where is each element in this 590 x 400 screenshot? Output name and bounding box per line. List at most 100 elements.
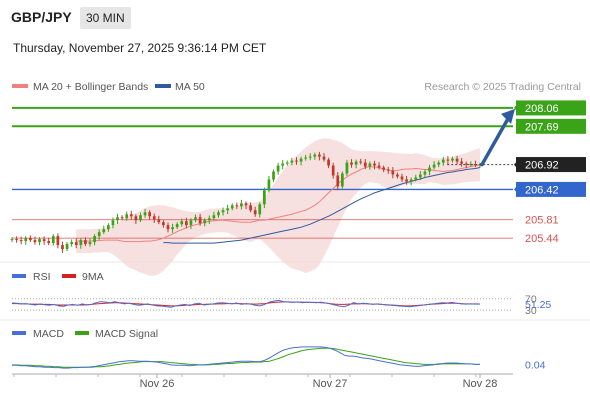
- candle-body: [281, 163, 285, 166]
- candle-body: [299, 158, 303, 162]
- candle-body: [446, 159, 450, 161]
- candle-body: [285, 162, 289, 164]
- candle-body: [221, 210, 225, 213]
- candle-body: [184, 221, 188, 226]
- candle-body: [125, 214, 129, 219]
- resistance-2-tag: [516, 118, 586, 134]
- rsi-legend-label: RSI: [33, 271, 51, 283]
- ma50-legend-label: MA 50: [175, 81, 205, 93]
- macd-signal-line: [12, 347, 480, 368]
- candle-body: [460, 161, 464, 164]
- candle-body: [396, 174, 399, 177]
- timeframe-badge[interactable]: 30 MIN: [80, 7, 131, 29]
- macd-legend-label: MACD: [33, 328, 64, 340]
- candle-body: [157, 219, 161, 223]
- candle-body: [152, 216, 156, 220]
- macd-line: [12, 346, 480, 369]
- x-tick-label: Nov 26: [140, 378, 175, 390]
- candle-body: [400, 176, 404, 180]
- candle-body: [428, 167, 431, 172]
- candle-body: [295, 160, 298, 162]
- candle-body: [327, 159, 330, 166]
- candle-body: [409, 179, 413, 182]
- candle-body: [175, 224, 179, 228]
- candle-body: [207, 218, 211, 221]
- candle-body: [368, 163, 372, 167]
- resistance-1-label: 208.06: [525, 103, 559, 115]
- candle-body: [230, 205, 234, 209]
- candle-body: [418, 174, 422, 178]
- candle-body: [244, 203, 248, 206]
- x-tick-label: Nov 28: [463, 378, 498, 390]
- candle-body: [345, 162, 349, 174]
- candle-body: [240, 203, 243, 207]
- candle-body: [308, 156, 312, 158]
- forecast-arrow-head: [501, 108, 515, 124]
- rsi-value-label: 51.25: [525, 299, 551, 311]
- candle-body: [318, 154, 321, 157]
- bollinger-band: [76, 138, 480, 276]
- x-tick-label: Nov 27: [313, 378, 348, 390]
- rsi-line: [11, 299, 480, 308]
- rsi-30-label: 30: [525, 305, 537, 317]
- candle-body: [139, 215, 142, 221]
- candle-body: [15, 239, 18, 241]
- candle-body: [93, 236, 96, 243]
- macd-signal-legend-label: MACD Signal: [95, 328, 158, 340]
- candle-body: [249, 205, 252, 211]
- candle-body: [373, 163, 376, 166]
- candle-body: [235, 205, 239, 207]
- candle-body: [212, 215, 216, 219]
- candle-body: [331, 165, 335, 176]
- last-price-tag: [516, 157, 586, 173]
- forecast-arrow-shaft: [480, 115, 511, 167]
- rsi-legend-swatch: [12, 274, 26, 278]
- candle-body: [120, 217, 124, 219]
- ma50-line: [163, 167, 481, 244]
- ma20-legend-swatch: [12, 84, 28, 88]
- candle-body: [106, 225, 110, 230]
- candle-body: [437, 162, 441, 165]
- candle-body: [171, 227, 174, 230]
- candle-body: [33, 240, 37, 243]
- candle-body: [267, 179, 271, 191]
- candle-body: [363, 162, 367, 167]
- candle-body: [61, 245, 64, 250]
- candle-body: [24, 238, 28, 242]
- candle-body: [391, 170, 395, 175]
- chart-header: GBP/JPY 30 MIN: [0, 0, 590, 36]
- candle-body: [19, 240, 23, 242]
- rsi-ma-legend-label: 9MA: [82, 271, 104, 283]
- candle-body: [74, 242, 78, 246]
- ma50-legend-swatch: [155, 84, 171, 88]
- candle-body: [377, 165, 381, 168]
- resistance-1-tag: [516, 100, 586, 116]
- candle-body: [340, 173, 344, 187]
- candle-body: [451, 158, 454, 161]
- candle-body: [97, 232, 101, 237]
- candle-body: [405, 179, 408, 182]
- candle-body: [322, 156, 326, 160]
- candle-body: [455, 158, 459, 162]
- candle-body: [350, 162, 353, 165]
- candle-body: [38, 239, 41, 243]
- ma20-line: [76, 164, 481, 243]
- candle-body: [276, 165, 280, 172]
- candle-body: [129, 214, 133, 217]
- datetime-label: Thursday, November 27, 2025 9:36:14 PM C…: [13, 41, 267, 55]
- candle-body: [166, 225, 170, 230]
- support-2-label: 205.44: [525, 233, 559, 245]
- candle-body: [203, 220, 207, 224]
- candle-body: [336, 175, 340, 187]
- candle-body: [162, 222, 165, 226]
- candle-body: [56, 236, 60, 246]
- candle-body: [79, 240, 83, 246]
- candle-body: [134, 216, 138, 221]
- candle-body: [290, 160, 294, 163]
- candle-body: [414, 177, 418, 180]
- candle-body: [441, 159, 445, 163]
- candle-body: [65, 244, 69, 250]
- last-price-label: 206.92: [525, 160, 559, 172]
- candle-body: [111, 220, 115, 226]
